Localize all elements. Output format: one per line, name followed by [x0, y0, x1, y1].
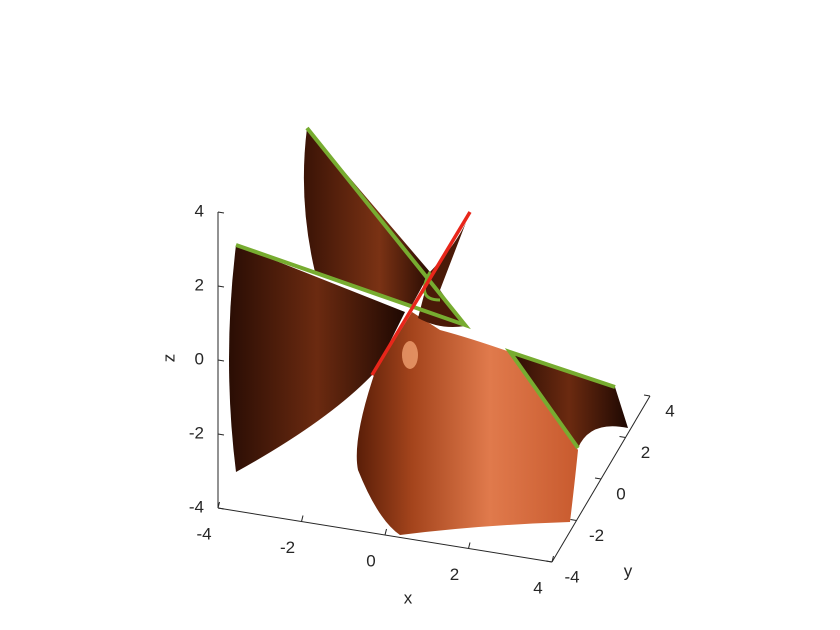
z-tick-label: 0	[195, 349, 204, 368]
y-axis-label: y	[624, 561, 633, 580]
x-axis-label: x	[404, 588, 413, 607]
x-tick-label: 4	[533, 578, 542, 597]
curve	[370, 211, 472, 376]
y-tick-label: -2	[589, 526, 604, 545]
z-axis-label: z	[159, 354, 178, 363]
z-tick	[217, 433, 225, 436]
x-tick	[551, 555, 554, 563]
x-tick	[384, 528, 387, 536]
z-tick-label: -4	[189, 497, 204, 516]
surface-patch	[303, 128, 430, 305]
x-tick-label: 2	[450, 565, 459, 584]
y-tick	[619, 436, 626, 438]
surface-patch	[510, 352, 628, 448]
z-tick	[217, 359, 225, 362]
y-tick	[570, 519, 577, 521]
x-tick-label: -4	[196, 524, 211, 543]
y-tick-label: 2	[641, 443, 650, 462]
surface-patch	[229, 245, 405, 472]
z-tick-label: 2	[195, 275, 204, 294]
edge	[235, 126, 471, 330]
y-tick-label: -4	[564, 567, 579, 586]
edge	[504, 348, 616, 450]
y-tick	[545, 560, 553, 563]
x-tick	[217, 501, 220, 509]
y-tick	[594, 477, 602, 480]
x-tick-label: -2	[280, 538, 295, 557]
x-tick	[301, 515, 304, 522]
z-tick-label: 4	[195, 201, 204, 220]
z-tick	[217, 507, 225, 510]
y-tick-label: 0	[616, 484, 625, 503]
z-tick	[217, 211, 225, 214]
y-tick	[643, 394, 651, 397]
surface-highlight	[402, 341, 418, 369]
edge	[422, 271, 441, 302]
x-tick-label: 0	[366, 551, 375, 570]
surface	[229, 126, 628, 535]
z-tick	[217, 285, 225, 288]
x-tick	[468, 542, 471, 549]
y-tick-label: 4	[665, 401, 674, 420]
z-tick-label: -2	[189, 423, 204, 442]
